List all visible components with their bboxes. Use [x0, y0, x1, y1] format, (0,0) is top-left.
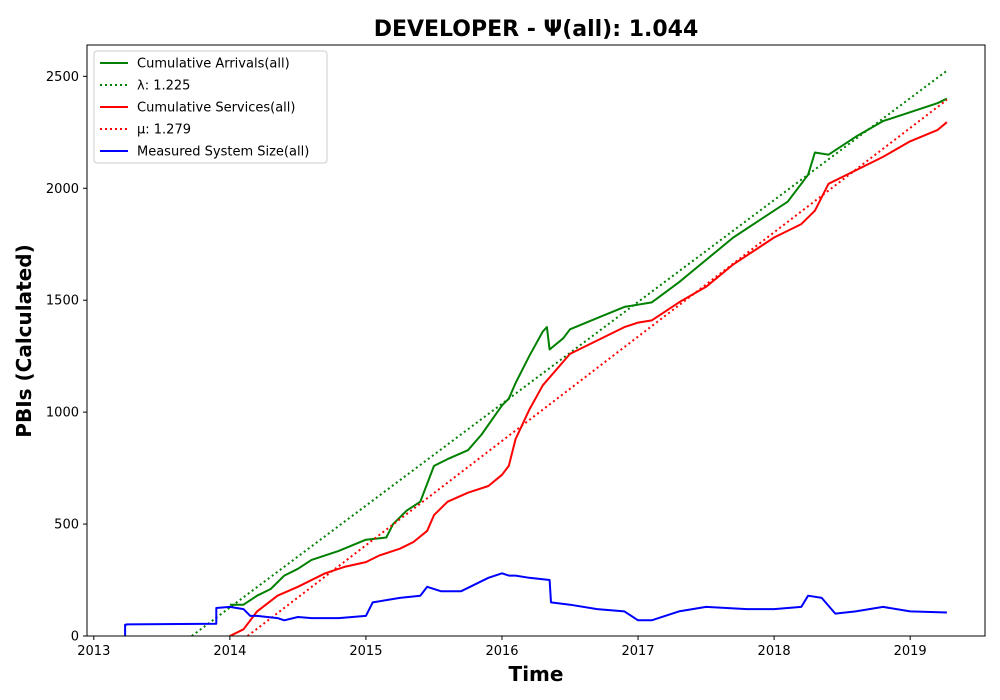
legend-label: Cumulative Arrivals(all) [137, 57, 290, 72]
axis-ticks: 2013 2014 2015 2016 2017 2018 2019 0 500 1000 1500… [46, 70, 927, 659]
y-tick-label: 500 [54, 518, 79, 533]
x-tick-label: 2015 [349, 644, 382, 659]
legend-label: λ: 1.225 [137, 79, 190, 94]
y-tick-label: 2000 [46, 182, 79, 197]
plot-area [124, 69, 948, 636]
legend-label: μ: 1.279 [137, 123, 191, 138]
series-line-2 [229, 121, 948, 636]
x-tick-label: 2013 [77, 644, 110, 659]
series-line-4 [124, 572, 947, 636]
series-line-3 [246, 99, 948, 636]
legend-label: Cumulative Services(all) [137, 101, 295, 116]
plot-frame [86, 44, 986, 637]
legend: Cumulative Arrivals(all) λ: 1.225 Cumulati… [93, 50, 328, 164]
y-tick-label: 0 [71, 630, 79, 645]
x-tick-label: 2019 [894, 644, 927, 659]
chart-title: DEVELOPER - Ψ(all): 1.044 [374, 17, 699, 42]
x-tick-label: 2016 [485, 644, 518, 659]
x-tick-label: 2017 [621, 644, 654, 659]
y-tick-label: 1500 [46, 294, 79, 309]
x-tick-label: 2018 [758, 644, 791, 659]
legend-label: Measured System Size(all) [137, 145, 309, 160]
y-tick-label: 1000 [46, 406, 79, 421]
y-tick-label: 2500 [46, 70, 79, 85]
x-axis-label: Time [509, 662, 564, 686]
legend-box [93, 50, 328, 164]
series-line-0 [229, 97, 948, 606]
x-tick-label: 2014 [213, 644, 246, 659]
y-axis-label: PBIs (Calculated) [12, 244, 36, 437]
